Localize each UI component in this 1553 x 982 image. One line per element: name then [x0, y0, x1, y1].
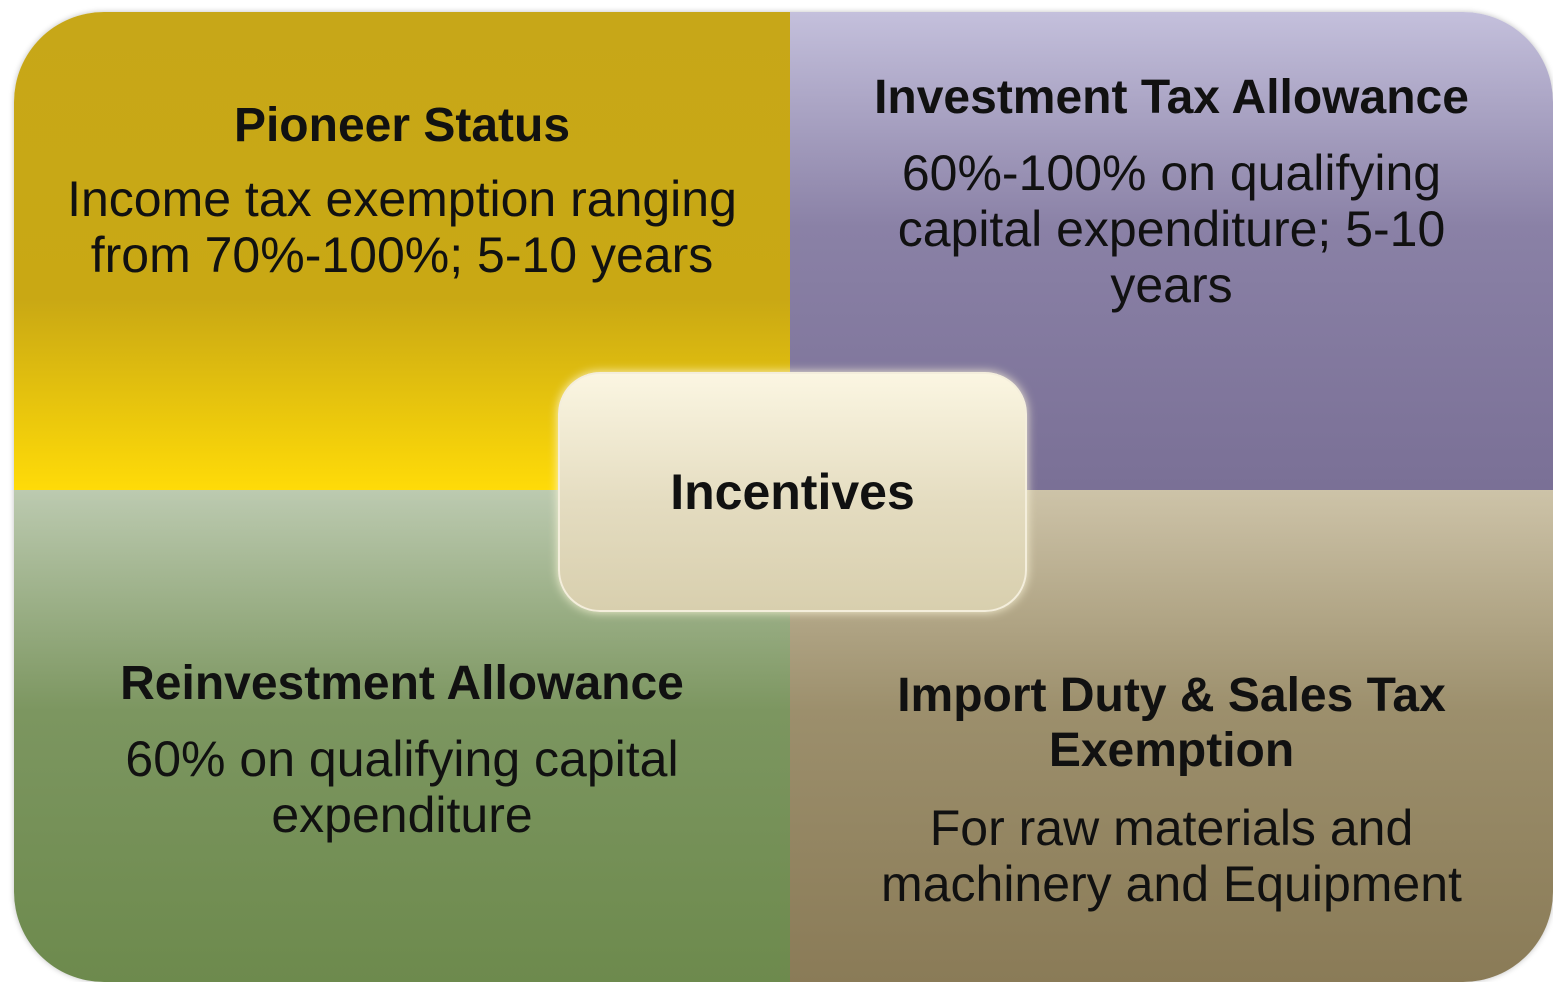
- quadrant: Reinvestment Allowance 60% on qualifying…: [14, 490, 790, 982]
- quadrant-description: Income tax exemption ranging from 70%-10…: [67, 171, 737, 283]
- quadrant: Pioneer Status Income tax exemption rang…: [14, 12, 790, 490]
- quadrant-description: For raw materials and machinery and Equi…: [881, 800, 1462, 912]
- quadrant-description: 60% on qualifying capital expenditure: [125, 731, 679, 843]
- quadrant-description: 60%-100% on qualifying capital expenditu…: [897, 145, 1446, 313]
- quadrant-title: Import Duty & Sales Tax Exemption: [897, 669, 1446, 777]
- center-box: Incentives: [558, 372, 1027, 612]
- quadrant-title: Pioneer Status: [233, 99, 571, 152]
- quadrant-title: Reinvestment Allowance: [120, 657, 684, 710]
- quadrant-title: Investment Tax Allowance: [874, 71, 1469, 124]
- center-label: Incentives: [670, 464, 915, 520]
